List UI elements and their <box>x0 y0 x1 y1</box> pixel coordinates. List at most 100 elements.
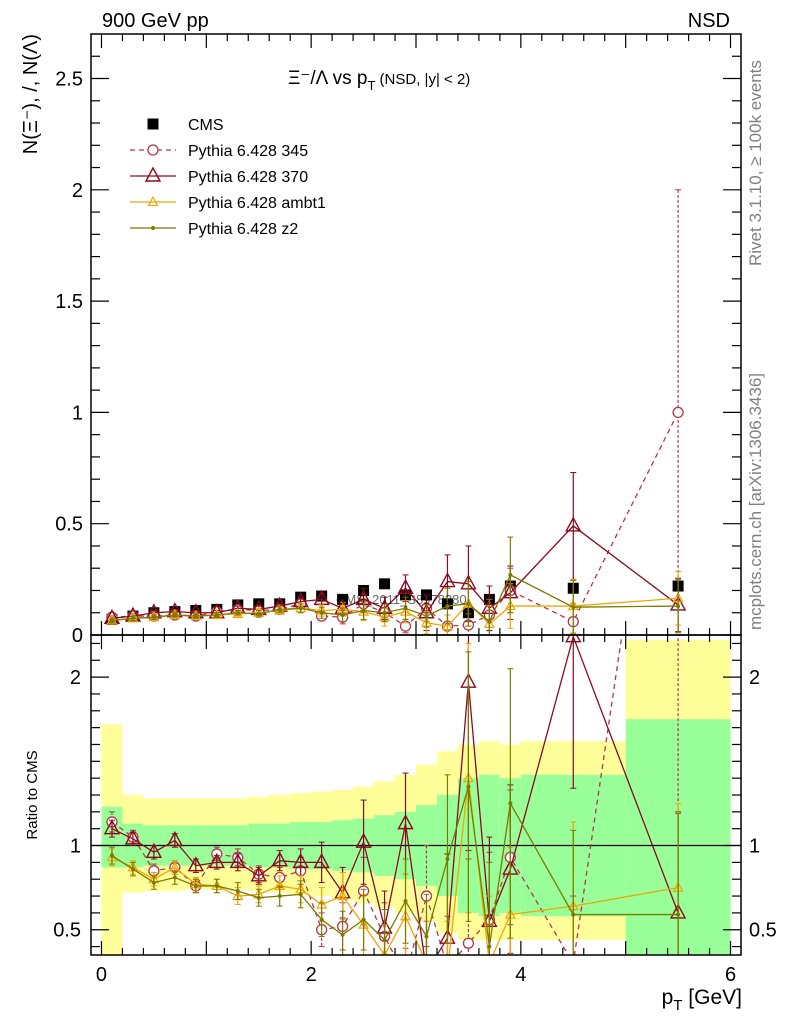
data-point-marker <box>250 866 267 882</box>
ratio-y-tick-label-right: 1 <box>749 836 760 858</box>
x-tick-label: 2 <box>306 964 317 986</box>
data-point-marker <box>382 937 387 942</box>
data-point-marker <box>442 962 452 972</box>
data-point-marker <box>208 852 225 869</box>
data-point-marker <box>187 856 205 872</box>
data-point-marker <box>443 967 452 976</box>
data-point-marker <box>424 934 429 939</box>
data-point-marker <box>403 606 408 611</box>
ratio-y-tick-label-right: 0.5 <box>749 920 777 942</box>
series-p345 <box>106 189 684 635</box>
data-point-marker <box>130 867 135 872</box>
data-point-marker <box>340 932 345 937</box>
data-point-marker <box>103 819 121 835</box>
x-tick-label: 4 <box>515 964 526 986</box>
data-point-marker <box>361 917 366 922</box>
ratio-y-tick-label: 0.5 <box>53 920 81 942</box>
data-point-marker <box>508 801 513 806</box>
y-tick-label: 1 <box>72 402 83 424</box>
y-tick-label: 0.5 <box>55 514 83 536</box>
data-point-marker <box>172 875 177 880</box>
data-point-marker <box>355 832 372 848</box>
legend-label: CMS <box>188 117 224 134</box>
data-point-marker <box>571 605 576 610</box>
data-point-marker <box>103 608 121 625</box>
data-point-marker <box>676 912 681 917</box>
data-point-marker <box>208 603 225 619</box>
data-point-marker <box>487 619 492 624</box>
data-point-marker <box>235 889 240 893</box>
data-point-marker <box>485 958 494 967</box>
data-point-marker <box>397 814 414 830</box>
data-point-marker <box>124 829 142 845</box>
data-point-marker <box>508 572 513 577</box>
data-point-marker <box>313 852 330 869</box>
data-point-marker <box>565 516 582 532</box>
data-point-marker <box>466 784 471 789</box>
data-point-marker <box>401 972 411 982</box>
data-point-marker <box>271 851 288 867</box>
data-point-marker <box>441 619 453 631</box>
series-line <box>111 635 679 955</box>
main-panel-series <box>103 189 687 635</box>
y-tick-label: 1.5 <box>55 291 83 313</box>
y-tick-label: 2 <box>72 180 83 202</box>
ratio-panel-series <box>103 635 687 982</box>
legend-entry: Pythia 6.428 ambt1 <box>130 195 326 212</box>
series-z2 <box>108 536 682 635</box>
data-point-marker <box>337 889 349 901</box>
data-point-marker <box>379 578 391 590</box>
data-point-marker <box>256 895 261 900</box>
data-point-marker <box>340 612 345 617</box>
ratio-y-tick-label: 2 <box>70 667 81 689</box>
analysis-watermark: CMS_2011_S8978280 <box>336 592 467 607</box>
data-point-marker <box>166 830 184 847</box>
ratio-y-tick-label-right: 2 <box>749 667 760 689</box>
data-point-marker <box>151 615 156 620</box>
data-point-marker <box>277 607 282 612</box>
data-point-marker <box>487 944 492 949</box>
data-point-marker <box>422 958 431 967</box>
header-right-label: NSD <box>688 10 730 32</box>
data-point-marker <box>229 852 246 869</box>
data-point-marker <box>253 598 265 610</box>
data-point-marker <box>419 964 433 977</box>
x-axis-label: pT [GeV] <box>662 986 742 1014</box>
legend-entry: CMS <box>147 117 224 134</box>
data-point-marker <box>445 604 450 609</box>
data-point-marker <box>193 883 198 888</box>
legend-label: Pythia 6.428 z2 <box>188 221 298 238</box>
legend-label: Pythia 6.428 ambt1 <box>188 195 326 212</box>
legend-label: Pythia 6.428 370 <box>188 169 308 186</box>
y-tick-label: 2.5 <box>55 69 83 91</box>
data-point-marker <box>172 612 177 617</box>
rivet-version-label: Rivet 3.1.10, ≥ 100k events <box>746 60 765 266</box>
data-point-marker <box>319 610 324 615</box>
data-point-marker <box>151 880 156 885</box>
data-point-marker <box>145 842 163 858</box>
data-point-marker <box>466 601 471 606</box>
data-point-marker <box>256 611 261 616</box>
data-point-marker <box>298 606 303 611</box>
ratio-y-axis-label: Ratio to CMS <box>24 750 41 839</box>
data-point-marker <box>397 578 414 594</box>
series-line <box>111 635 623 955</box>
data-point-marker <box>292 852 309 869</box>
data-point-marker <box>147 118 159 130</box>
data-point-marker <box>130 616 135 621</box>
data-point-marker <box>193 614 198 619</box>
data-point-marker <box>124 606 142 622</box>
axes: 0 0.5 1 1.5 2 2.5 0 2 4 6 0.5 0.5 1 1 2 2 <box>53 34 777 986</box>
data-point-marker <box>147 195 159 207</box>
data-point-marker <box>144 166 162 182</box>
legend-entry: Pythia 6.428 z2 <box>130 221 298 238</box>
x-tick-label: 6 <box>725 964 736 986</box>
data-point-marker <box>109 618 114 623</box>
data-point-marker <box>235 610 240 615</box>
x-tick-label: 0 <box>96 964 107 986</box>
series-line <box>111 786 679 947</box>
legend-entry: Pythia 6.428 345 <box>130 143 308 160</box>
ratio-y-tick-label: 1 <box>70 836 81 858</box>
data-point-marker <box>676 604 681 609</box>
